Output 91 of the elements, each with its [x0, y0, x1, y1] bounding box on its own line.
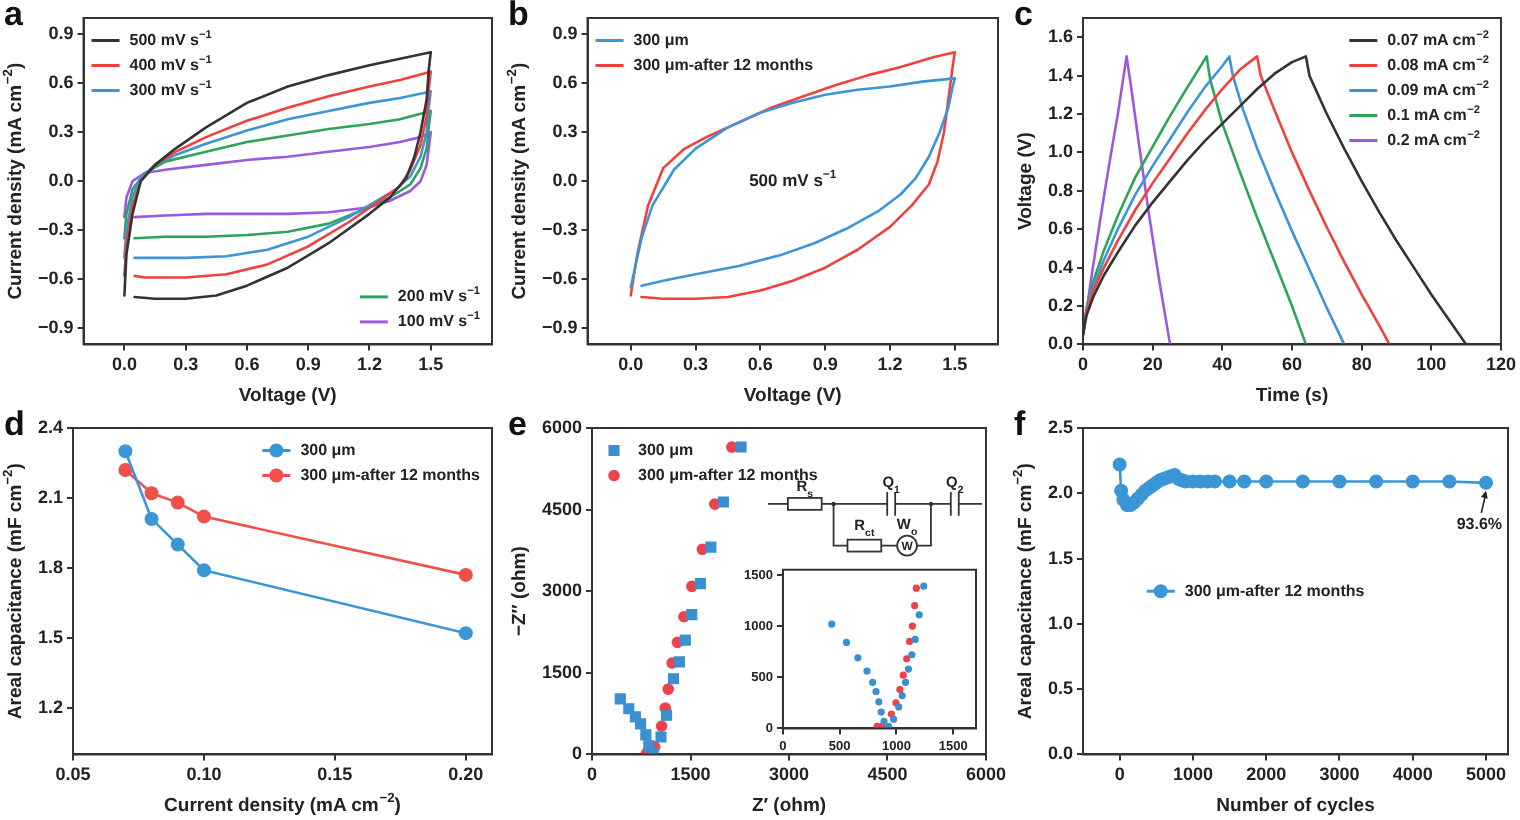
y-tick-label: 0.9	[48, 23, 74, 44]
chart-title: f	[1014, 405, 1026, 444]
y-tick-label: 0.2	[1047, 294, 1074, 315]
x-tick-label: 0.15	[317, 764, 353, 785]
x-tick-label: 6000	[965, 764, 1007, 785]
y-tick-label: 1.4	[1047, 64, 1074, 85]
x-tick-label: 1.5	[942, 354, 968, 375]
y-tick-label: 0.0	[48, 170, 74, 191]
x-tick-label: 0.6	[234, 354, 260, 375]
annotation: 93.6%	[1456, 515, 1503, 534]
legend-label: 300 μm	[633, 30, 689, 49]
y-tick-label: −0.9	[37, 317, 74, 338]
x-tick-label: 80	[1351, 354, 1372, 375]
x-tick-label: 3000	[768, 764, 810, 785]
y-axis-title: Voltage (V)	[1015, 132, 1038, 231]
legend-label: 300 μm	[638, 440, 694, 459]
x-tick-label: 0.10	[186, 764, 222, 785]
x-tick-label: 0	[587, 764, 598, 785]
x-tick-label: 0	[1078, 354, 1089, 375]
y-tick-label: 1.5	[1047, 547, 1074, 568]
chart-title: b	[508, 0, 529, 34]
y-tick-label: 1.0	[1047, 141, 1074, 162]
y-tick-label: 0.4	[1047, 256, 1074, 277]
y-tick-label: 0.3	[552, 121, 578, 142]
x-tick-label: 0.9	[295, 354, 321, 375]
y-tick-label: 0.0	[1047, 333, 1074, 354]
y-tick-label: 1.2	[37, 696, 64, 717]
x-tick-label: 3000	[1319, 764, 1360, 785]
y-tick-label: 1.0	[1047, 612, 1074, 633]
x-tick-label: 1.2	[356, 354, 382, 375]
x-tick-label: 40	[1212, 354, 1233, 375]
chart-title: d	[4, 405, 25, 444]
x-tick-label: 4500	[867, 764, 908, 785]
x-tick-label: 0.0	[111, 354, 137, 375]
chart-title: c	[1014, 0, 1033, 34]
y-tick-label: 0.9	[552, 23, 578, 44]
x-axis-title: Time (s)	[1255, 385, 1329, 408]
x-tick-label: 1000	[1172, 764, 1213, 785]
x-axis-title: Voltage (V)	[238, 385, 337, 408]
x-tick-label: 0.3	[173, 354, 199, 375]
y-tick-label: −0.6	[541, 268, 578, 289]
legend-label: 300 μm-after 12 months	[1184, 581, 1366, 600]
x-tick-label: 0	[1114, 764, 1125, 785]
chart-title: a	[4, 0, 24, 34]
x-tick-label: 4000	[1392, 764, 1433, 785]
y-tick-label: 2.5	[1047, 416, 1074, 437]
y-tick-label: 0.6	[48, 72, 74, 93]
x-axis-title: Z′ (ohm)	[751, 795, 827, 818]
legend-label: 300 μm-after 12 months	[300, 465, 482, 484]
y-tick-label: 6000	[541, 416, 583, 437]
y-tick-label: −0.3	[37, 219, 74, 240]
y-tick-label: 1.6	[1047, 26, 1074, 47]
legend-label: 300 μm	[300, 440, 356, 459]
y-tick-label: 2.4	[37, 416, 64, 437]
x-tick-label: 120	[1485, 354, 1517, 375]
x-tick-label: 0.9	[812, 354, 838, 375]
chart-title: e	[508, 405, 527, 444]
y-tick-label: 2.1	[37, 486, 64, 507]
x-axis-title: Number of cycles	[1216, 795, 1375, 818]
y-tick-label: −0.9	[541, 317, 578, 338]
y-tick-label: 1500	[541, 661, 583, 682]
y-tick-label: −0.3	[541, 219, 578, 240]
x-tick-label: 60	[1281, 354, 1303, 375]
y-tick-label: 0.8	[1047, 179, 1074, 200]
y-tick-label: 1.8	[37, 556, 64, 577]
y-tick-label: −0.6	[37, 268, 74, 289]
x-tick-label: 2000	[1246, 764, 1287, 785]
x-tick-label: 1500	[670, 764, 711, 785]
legend-label: 300 μm-after 12 months	[633, 55, 815, 74]
y-tick-label: 0.6	[552, 72, 578, 93]
y-tick-label: 2.0	[1047, 482, 1074, 503]
y-tick-label: 4500	[541, 498, 583, 519]
x-tick-label: 0.05	[55, 764, 91, 785]
x-tick-label: 0.0	[618, 354, 644, 375]
x-tick-label: 1.2	[877, 354, 903, 375]
x-axis-title: Voltage (V)	[743, 385, 842, 408]
y-tick-label: 1.2	[1047, 102, 1074, 123]
x-tick-label: 1.5	[418, 354, 444, 375]
y-tick-label: 1.5	[37, 626, 64, 647]
y-tick-label: 0.3	[48, 121, 74, 142]
y-tick-label: 0.0	[552, 170, 578, 191]
legend-label: 300 μm-after 12 months	[638, 465, 819, 484]
y-tick-label: 0.5	[1047, 678, 1074, 699]
x-tick-label: 0.3	[683, 354, 709, 375]
x-tick-label: 0.20	[448, 764, 484, 785]
x-tick-label: 5000	[1465, 764, 1507, 785]
x-tick-label: 100	[1416, 354, 1447, 375]
x-tick-label: 20	[1142, 354, 1163, 375]
y-tick-label: 0.6	[1047, 218, 1074, 239]
y-axis-title: −Z″ (ohm)	[509, 546, 532, 637]
y-tick-label: 3000	[541, 580, 583, 601]
